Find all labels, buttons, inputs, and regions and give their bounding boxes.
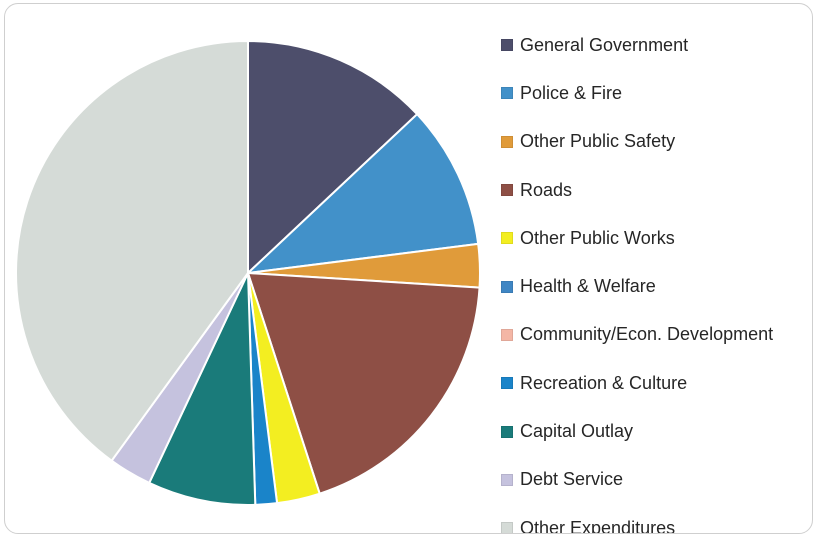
pie-slice-other-expenditures (15, 39, 249, 463)
pie-slice-general-government (247, 39, 419, 276)
pie-slice-capital-outlay (147, 272, 257, 506)
legend-label: Community/Econ. Development (520, 324, 774, 345)
legend-label: Other Expenditures (520, 517, 676, 534)
legend-swatch (501, 39, 513, 52)
pie-area (5, 4, 505, 533)
legend-item: Community/Econ. Development (501, 311, 773, 359)
pie-chart (15, 39, 481, 506)
legend-item: Capital Outlay (501, 407, 773, 455)
legend-swatch (501, 425, 513, 438)
legend-swatch (501, 328, 513, 341)
pie-slice-police-fire (245, 112, 480, 275)
legend-item: Other Public Safety (501, 118, 773, 166)
legend-label: Debt Service (520, 469, 624, 490)
legend-item: Health & Welfare (501, 262, 773, 310)
legend-label: Capital Outlay (520, 421, 634, 442)
legend-label: Other Public Works (520, 227, 675, 248)
legend-item: Roads (501, 166, 773, 214)
legend-swatch (501, 522, 513, 533)
legend-label: General Government (520, 34, 689, 55)
chart-card: General Government Police & Fire Other Pub… (4, 3, 813, 534)
legend-label: Other Public Safety (520, 131, 676, 152)
pie-slice-roads (246, 271, 481, 495)
legend-label: Recreation & Culture (520, 372, 688, 393)
legend-item: General Government (501, 21, 773, 69)
legend-item: Debt Service (501, 456, 773, 504)
legend-item: Police & Fire (501, 69, 773, 117)
legend-swatch (501, 184, 513, 197)
legend-item: Other Public Works (501, 214, 773, 262)
legend-swatch (501, 280, 513, 293)
legend: General Government Police & Fire Other Pub… (501, 21, 773, 534)
legend-swatch (501, 232, 513, 245)
legend-swatch (501, 135, 513, 148)
legend-item: Recreation & Culture (501, 359, 773, 407)
legend-swatch (501, 473, 513, 486)
legend-label: Health & Welfare (520, 276, 656, 297)
legend-swatch (501, 87, 513, 100)
legend-swatch (501, 377, 513, 390)
legend-item: Other Expenditures (501, 504, 773, 534)
legend-label: Roads (520, 179, 573, 200)
legend-label: Police & Fire (520, 82, 623, 103)
